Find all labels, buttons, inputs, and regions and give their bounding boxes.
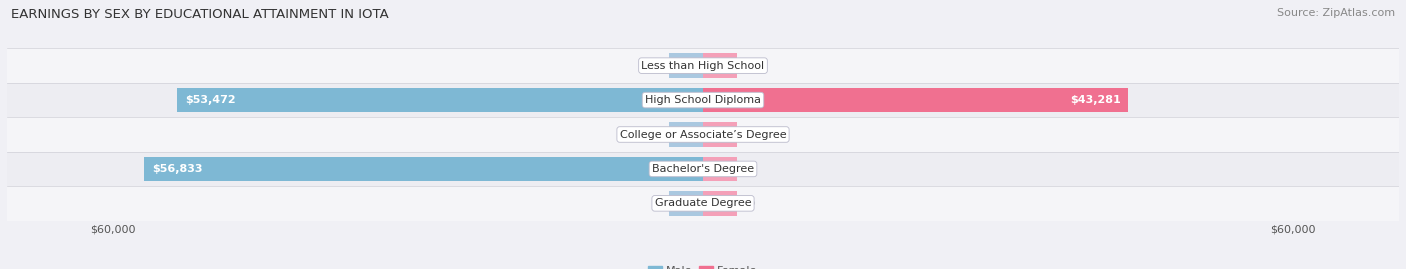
Text: Bachelor's Degree: Bachelor's Degree <box>652 164 754 174</box>
Text: Source: ZipAtlas.com: Source: ZipAtlas.com <box>1277 8 1395 18</box>
Text: $0: $0 <box>741 129 755 140</box>
Bar <box>145 157 703 181</box>
Bar <box>669 122 703 147</box>
Bar <box>669 191 703 216</box>
Text: College or Associate’s Degree: College or Associate’s Degree <box>620 129 786 140</box>
Text: $0: $0 <box>741 61 755 71</box>
Text: Less than High School: Less than High School <box>641 61 765 71</box>
Bar <box>177 88 703 112</box>
Text: High School Diploma: High School Diploma <box>645 95 761 105</box>
Bar <box>7 186 1399 221</box>
Bar <box>7 48 1399 83</box>
Text: $0: $0 <box>741 198 755 208</box>
Bar <box>7 117 1399 152</box>
Bar <box>7 83 1399 117</box>
Text: $0: $0 <box>651 129 665 140</box>
Bar <box>669 53 703 78</box>
Text: $0: $0 <box>651 61 665 71</box>
Bar <box>7 152 1399 186</box>
Text: $56,833: $56,833 <box>152 164 202 174</box>
Legend: Male, Female: Male, Female <box>644 261 762 269</box>
Text: $43,281: $43,281 <box>1070 95 1121 105</box>
Bar <box>703 88 1129 112</box>
Bar <box>703 122 737 147</box>
Bar <box>703 191 737 216</box>
Text: $53,472: $53,472 <box>186 95 236 105</box>
Text: $0: $0 <box>651 198 665 208</box>
Text: EARNINGS BY SEX BY EDUCATIONAL ATTAINMENT IN IOTA: EARNINGS BY SEX BY EDUCATIONAL ATTAINMEN… <box>11 8 389 21</box>
Text: Graduate Degree: Graduate Degree <box>655 198 751 208</box>
Bar <box>703 53 737 78</box>
Bar <box>703 157 737 181</box>
Text: $0: $0 <box>741 164 755 174</box>
